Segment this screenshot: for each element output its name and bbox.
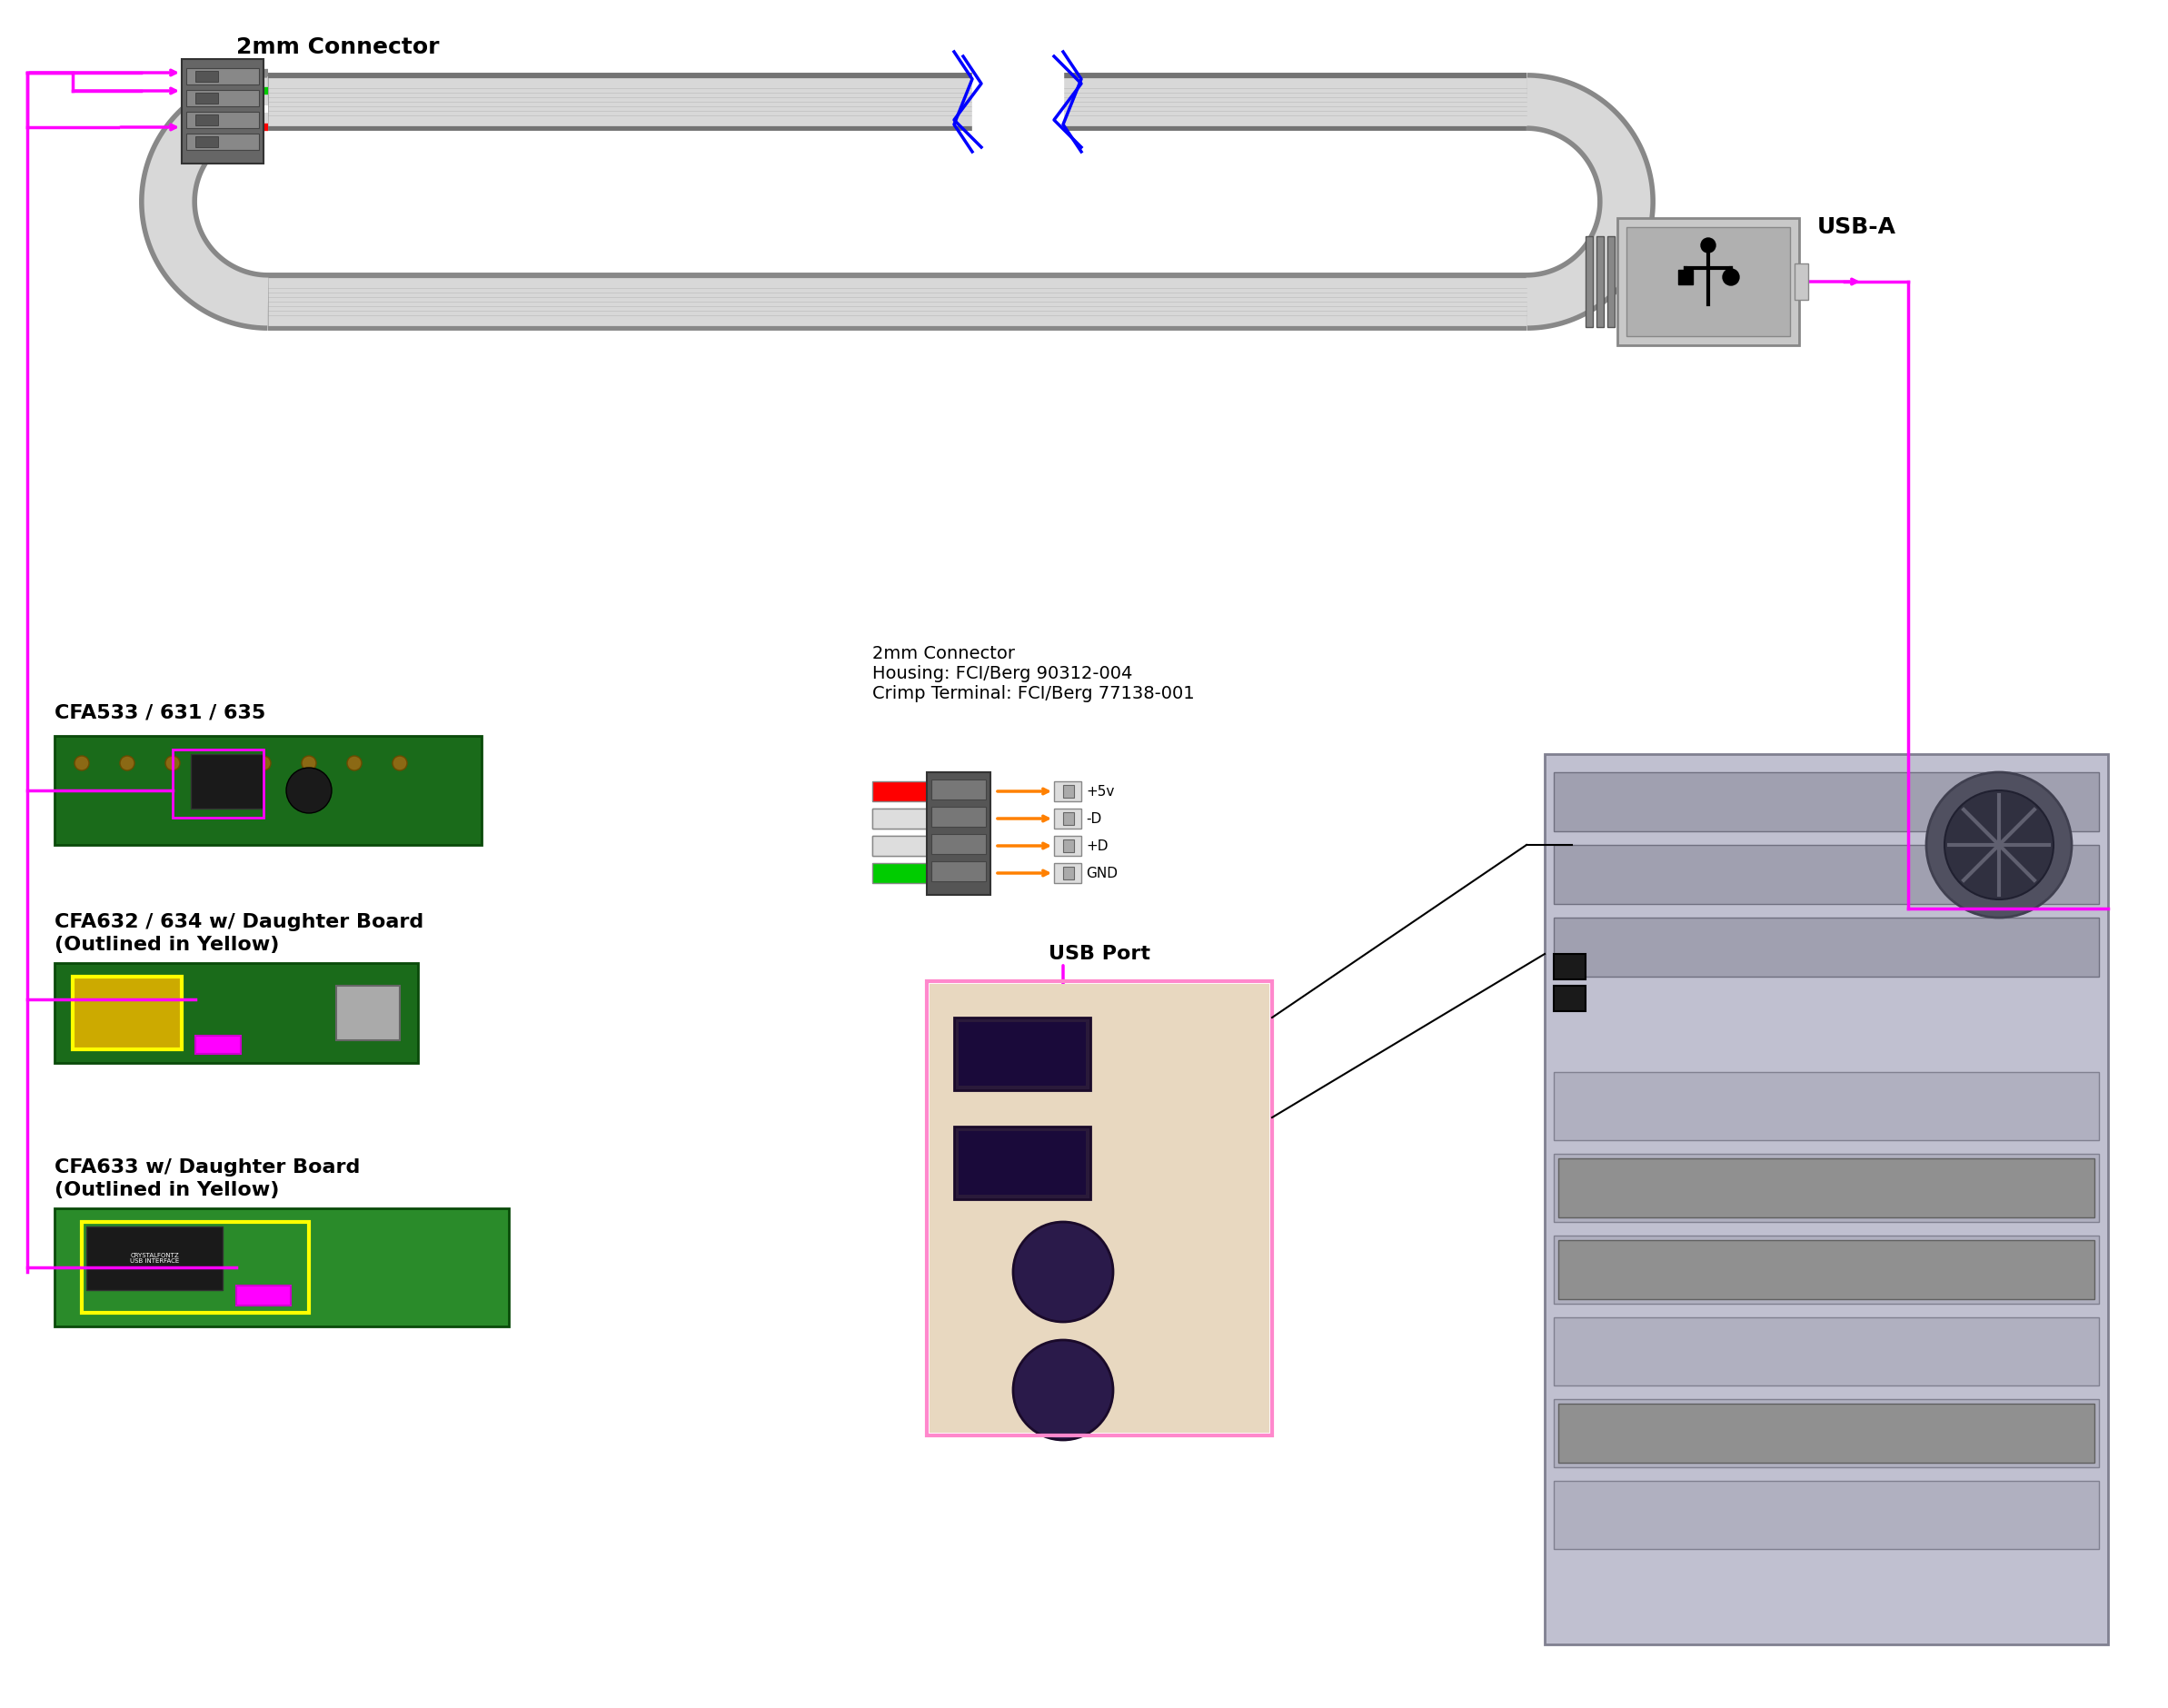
- Bar: [336, 986, 399, 1040]
- Circle shape: [1927, 772, 2073, 917]
- Bar: [1554, 1317, 2099, 1385]
- Text: 2mm Connector: 2mm Connector: [236, 36, 440, 58]
- Bar: [872, 808, 926, 828]
- Bar: [195, 114, 219, 125]
- Bar: [1554, 845, 2099, 904]
- Bar: [1617, 236, 1626, 326]
- Circle shape: [1702, 237, 1715, 253]
- Bar: [1554, 772, 2099, 832]
- Bar: [182, 60, 264, 164]
- Bar: [958, 1021, 1086, 1086]
- Bar: [1554, 1399, 2099, 1467]
- Bar: [872, 863, 926, 883]
- Bar: [1617, 219, 1799, 345]
- Circle shape: [74, 757, 89, 770]
- Text: +5v: +5v: [1086, 784, 1114, 798]
- Text: (Outlined in Yellow): (Outlined in Yellow): [54, 936, 280, 955]
- Bar: [1062, 813, 1073, 825]
- Bar: [872, 781, 926, 801]
- Bar: [195, 137, 219, 147]
- Bar: [872, 835, 926, 856]
- Bar: [1585, 236, 1593, 326]
- Bar: [195, 70, 219, 82]
- Bar: [1554, 986, 1585, 1011]
- Bar: [1678, 270, 1693, 284]
- Bar: [195, 92, 219, 104]
- Bar: [1054, 781, 1082, 801]
- Bar: [74, 977, 182, 1049]
- Circle shape: [256, 757, 271, 770]
- Bar: [932, 806, 986, 827]
- Bar: [191, 753, 264, 808]
- Bar: [1554, 917, 2099, 977]
- Bar: [173, 750, 264, 818]
- Bar: [1559, 1240, 2094, 1300]
- Bar: [1554, 1235, 2099, 1303]
- Text: GND: GND: [1086, 866, 1119, 880]
- Circle shape: [347, 757, 362, 770]
- Bar: [926, 980, 1273, 1435]
- Bar: [195, 1035, 241, 1054]
- Circle shape: [1012, 1341, 1112, 1440]
- Bar: [1596, 236, 1604, 326]
- Bar: [1062, 839, 1073, 852]
- Circle shape: [119, 757, 134, 770]
- Text: CFA632 / 634 w/ Daughter Board: CFA632 / 634 w/ Daughter Board: [54, 914, 423, 931]
- Text: 2mm Connector
Housing: FCI/Berg 90312-004
Crimp Terminal: FCI/Berg 77138-001: 2mm Connector Housing: FCI/Berg 90312-00…: [872, 646, 1195, 702]
- Bar: [1559, 1158, 2094, 1218]
- Bar: [54, 1208, 509, 1327]
- Circle shape: [210, 757, 225, 770]
- Bar: [186, 91, 258, 106]
- Bar: [954, 1127, 1091, 1199]
- Text: CFA533 / 631 / 635: CFA533 / 631 / 635: [54, 704, 264, 722]
- Bar: [958, 1131, 1086, 1194]
- Bar: [872, 808, 926, 828]
- Circle shape: [1012, 1221, 1112, 1322]
- Bar: [1559, 1404, 2094, 1462]
- Bar: [954, 1018, 1091, 1090]
- Circle shape: [1724, 268, 1739, 285]
- Bar: [186, 111, 258, 128]
- Bar: [1544, 753, 2107, 1645]
- Text: CFA633 w/ Daughter Board: CFA633 w/ Daughter Board: [54, 1158, 360, 1177]
- Bar: [54, 736, 481, 845]
- Bar: [1554, 1073, 2099, 1141]
- Text: (Outlined in Yellow): (Outlined in Yellow): [54, 1180, 280, 1199]
- Bar: [926, 772, 991, 895]
- Bar: [932, 861, 986, 881]
- Circle shape: [392, 757, 408, 770]
- Text: -D: -D: [1086, 811, 1101, 825]
- Bar: [1054, 863, 1082, 883]
- Bar: [1054, 835, 1082, 856]
- Circle shape: [165, 757, 180, 770]
- Bar: [932, 834, 986, 854]
- Bar: [1554, 1481, 2099, 1549]
- Bar: [186, 133, 258, 150]
- Circle shape: [301, 757, 317, 770]
- Bar: [54, 963, 418, 1062]
- Bar: [87, 1226, 223, 1290]
- Bar: [1554, 1155, 2099, 1221]
- Text: CRYSTALFONTZ
USB INTERFACE: CRYSTALFONTZ USB INTERFACE: [130, 1252, 180, 1264]
- Text: +D: +D: [1086, 839, 1108, 852]
- Bar: [872, 835, 926, 856]
- Bar: [1062, 866, 1073, 880]
- Text: USB-A: USB-A: [1817, 217, 1897, 237]
- Bar: [1062, 786, 1073, 798]
- Bar: [932, 779, 986, 799]
- Bar: [1626, 227, 1791, 336]
- Bar: [1606, 236, 1615, 326]
- Bar: [930, 984, 1268, 1433]
- Bar: [236, 1286, 291, 1305]
- Circle shape: [286, 767, 332, 813]
- Bar: [186, 68, 258, 84]
- Bar: [1554, 955, 1585, 979]
- Bar: [82, 1221, 308, 1313]
- Bar: [74, 977, 182, 1049]
- Bar: [1054, 808, 1082, 828]
- Bar: [1795, 263, 1808, 301]
- Text: USB Port: USB Port: [1049, 945, 1151, 963]
- Circle shape: [1945, 791, 2053, 900]
